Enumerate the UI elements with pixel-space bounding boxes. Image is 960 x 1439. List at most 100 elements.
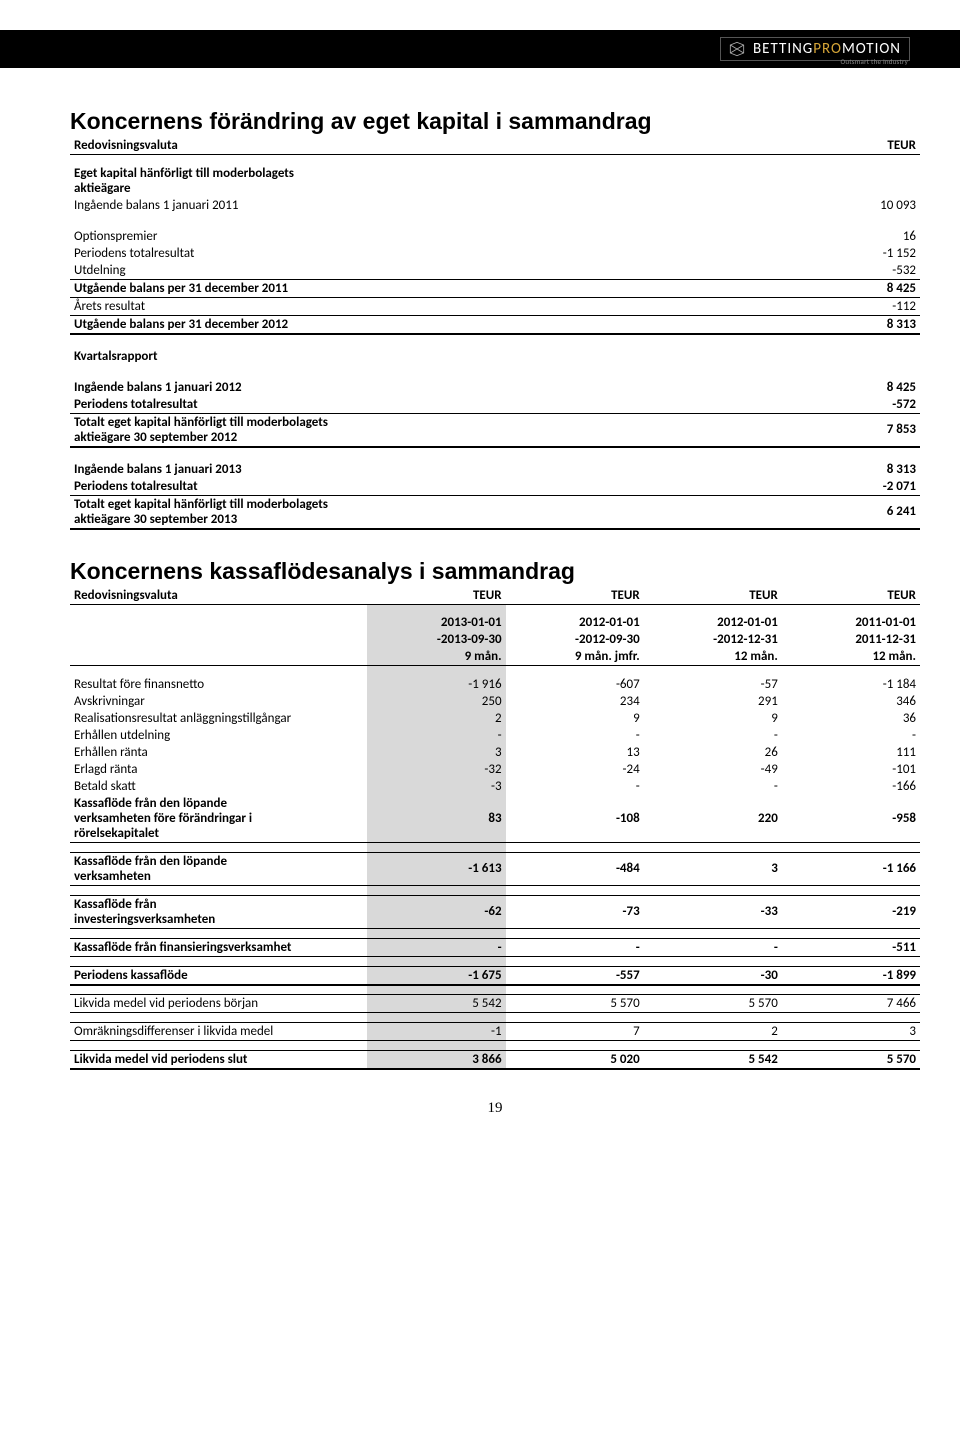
row-value: -166 — [782, 778, 920, 795]
row-label: Optionspremier — [70, 228, 770, 245]
cashflow-table: Redovisningsvaluta TEUR TEUR TEUR TEUR 2… — [70, 587, 920, 1071]
row-value: 5 542 — [367, 995, 505, 1013]
brand-tagline: Outsmart the Industry — [841, 57, 908, 66]
row-value: 291 — [644, 693, 782, 710]
period: 2011-12-31 — [782, 631, 920, 648]
row-label: Kassaflöde fråninvesteringsverksamheten — [70, 895, 367, 928]
period: -2013-09-30 — [367, 631, 505, 648]
row-value: 3 — [367, 744, 505, 761]
row-value: 9 — [644, 710, 782, 727]
row-value: 8 313 — [770, 461, 920, 478]
row-value: -32 — [367, 761, 505, 778]
row-value: -101 — [782, 761, 920, 778]
row-value: 13 — [506, 744, 644, 761]
row-label: Periodens totalresultat — [70, 396, 770, 414]
row-value: 5 020 — [506, 1051, 644, 1070]
row-value: 111 — [782, 744, 920, 761]
row-label: Ingående balans 1 januari 2012 — [70, 379, 770, 396]
row-label: Ingående balans 1 januari 2011 — [70, 197, 770, 214]
equity-table: Redovisningsvaluta TEUR Eget kapital hän… — [70, 137, 920, 530]
row-label: Utdelning — [70, 262, 770, 280]
row-label: Periodens kassaflöde — [70, 966, 367, 985]
row-value: - — [644, 938, 782, 956]
row-label: Årets resultat — [70, 297, 770, 315]
row-value: -2 071 — [770, 478, 920, 496]
period: 12 mån. — [644, 648, 782, 666]
row-value: -1 — [367, 1023, 505, 1041]
row-value: 5 570 — [782, 1051, 920, 1070]
equity-title: Koncernens förändring av eget kapital i … — [70, 108, 920, 135]
row-value: -1 916 — [367, 676, 505, 693]
row-label: Utgående balans per 31 december 2011 — [70, 279, 770, 297]
row-value: -108 — [506, 795, 644, 843]
row-value: 250 — [367, 693, 505, 710]
row-label: Totalt eget kapital hänförligt till mode… — [70, 413, 770, 447]
currency-value: TEUR — [782, 587, 920, 605]
row-value: 7 — [506, 1023, 644, 1041]
row-label: Erlagd ränta — [70, 761, 367, 778]
period: 12 mån. — [782, 648, 920, 666]
equity-section1: Eget kapital hänförligt till moderbolage… — [70, 165, 770, 197]
row-label: Erhållen utdelning — [70, 727, 367, 744]
row-value: 9 — [506, 710, 644, 727]
row-label: Utgående balans per 31 december 2012 — [70, 315, 770, 334]
row-label: Erhållen ränta — [70, 744, 367, 761]
row-value: -30 — [644, 966, 782, 985]
row-label: Likvida medel vid periodens början — [70, 995, 367, 1013]
row-label: Avskrivningar — [70, 693, 367, 710]
row-value: 8 425 — [770, 379, 920, 396]
row-label: Kassaflöde från den löpandeverksamheten — [70, 852, 367, 885]
kvartal-label: Kvartalsrapport — [70, 348, 770, 365]
row-value: 16 — [770, 228, 920, 245]
row-label: Periodens totalresultat — [70, 245, 770, 262]
period: -2012-12-31 — [644, 631, 782, 648]
period: 9 mån. jmfr. — [506, 648, 644, 666]
row-value: - — [506, 727, 644, 744]
row-value: 83 — [367, 795, 505, 843]
row-value: 2 — [367, 710, 505, 727]
row-label: Totalt eget kapital hänförligt till mode… — [70, 495, 770, 529]
period: 2011-01-01 — [782, 614, 920, 631]
currency-label: Redovisningsvaluta — [70, 587, 367, 605]
period: 2013-01-01 — [367, 614, 505, 631]
row-value: -532 — [770, 262, 920, 280]
row-value: -572 — [770, 396, 920, 414]
row-label: Omräkningsdifferenser i likvida medel — [70, 1023, 367, 1041]
row-value: 346 — [782, 693, 920, 710]
row-value: 3 866 — [367, 1051, 505, 1070]
row-value: -219 — [782, 895, 920, 928]
row-label: Periodens totalresultat — [70, 478, 770, 496]
brand-text: BETTINGPROMOTION — [753, 40, 901, 58]
row-value: -57 — [644, 676, 782, 693]
row-value: -484 — [506, 852, 644, 885]
row-value: - — [506, 938, 644, 956]
row-value: 3 — [644, 852, 782, 885]
row-value: 36 — [782, 710, 920, 727]
row-value: 5 542 — [644, 1051, 782, 1070]
currency-label: Redovisningsvaluta — [70, 137, 770, 155]
logo-icon — [729, 41, 745, 57]
row-label: Kassaflöde från finansieringsverksamhet — [70, 938, 367, 956]
row-value: 5 570 — [506, 995, 644, 1013]
row-value: 3 — [782, 1023, 920, 1041]
currency-value: TEUR — [644, 587, 782, 605]
row-value: 8 425 — [770, 279, 920, 297]
period: 2012-01-01 — [506, 614, 644, 631]
period: 2012-01-01 — [644, 614, 782, 631]
row-label: Realisationsresultat anläggningstillgång… — [70, 710, 367, 727]
brand-header: BETTINGPROMOTION Outsmart the Industry — [0, 30, 960, 68]
row-value: - — [506, 778, 644, 795]
row-value: 10 093 — [770, 197, 920, 214]
row-value: - — [782, 727, 920, 744]
row-value: 6 241 — [770, 495, 920, 529]
row-label: Betald skatt — [70, 778, 367, 795]
row-value: - — [367, 727, 505, 744]
period: -2012-09-30 — [506, 631, 644, 648]
row-value: -24 — [506, 761, 644, 778]
row-value: 7 466 — [782, 995, 920, 1013]
page-number: 19 — [70, 1100, 920, 1117]
row-value: -1 899 — [782, 966, 920, 985]
row-label: Ingående balans 1 januari 2013 — [70, 461, 770, 478]
row-value: -958 — [782, 795, 920, 843]
row-value: -62 — [367, 895, 505, 928]
